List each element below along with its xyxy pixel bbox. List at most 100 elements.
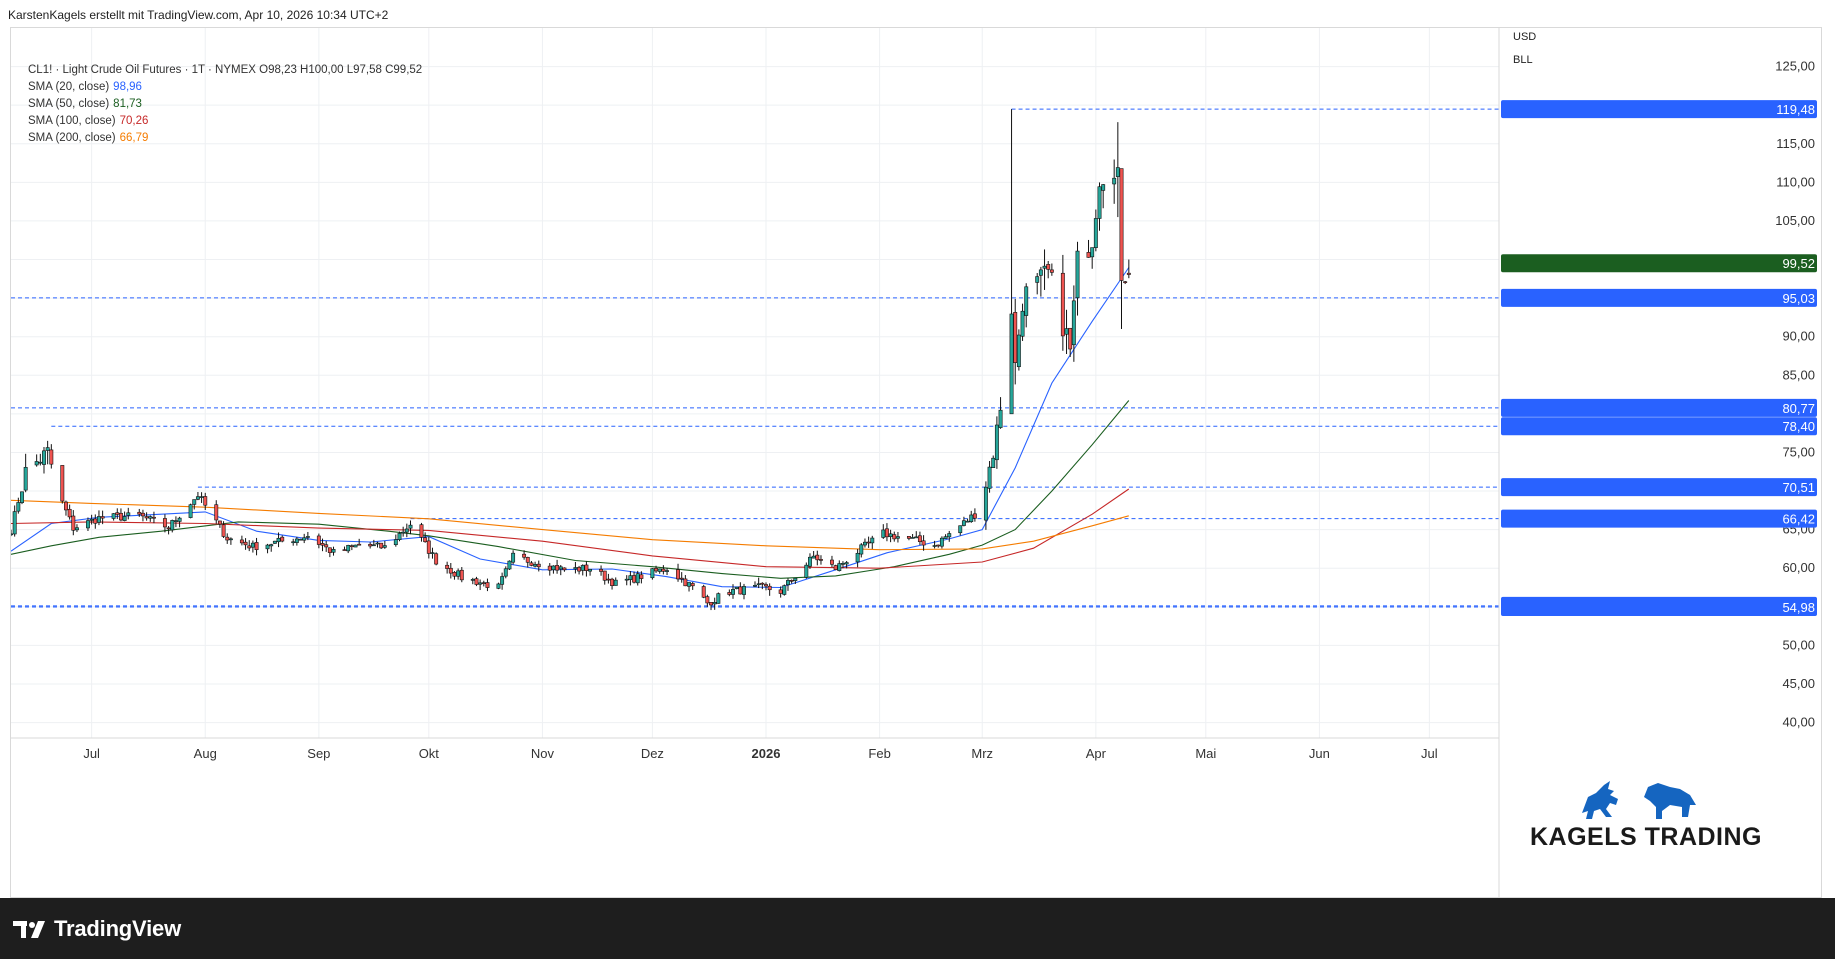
candle[interactable] xyxy=(624,575,629,586)
candle[interactable] xyxy=(1049,263,1054,276)
candle[interactable] xyxy=(522,550,527,560)
candle[interactable] xyxy=(1126,259,1131,279)
candle[interactable] xyxy=(60,465,65,504)
candle[interactable] xyxy=(452,571,457,580)
candle[interactable] xyxy=(327,547,332,558)
candle[interactable] xyxy=(346,544,351,554)
candle[interactable] xyxy=(280,535,285,543)
candle[interactable] xyxy=(225,533,230,544)
candle[interactable] xyxy=(734,586,739,590)
candle[interactable] xyxy=(650,568,655,580)
candle[interactable] xyxy=(474,576,479,587)
candle[interactable] xyxy=(998,397,1003,429)
candle[interactable] xyxy=(961,516,966,527)
candle[interactable] xyxy=(716,592,721,604)
candle[interactable] xyxy=(166,526,171,535)
candle[interactable] xyxy=(804,562,809,579)
candle[interactable] xyxy=(456,568,461,580)
candle[interactable] xyxy=(34,454,39,467)
candle[interactable] xyxy=(690,581,695,590)
candle[interactable] xyxy=(969,510,974,523)
candle[interactable] xyxy=(687,582,691,592)
candle[interactable] xyxy=(64,500,68,516)
candle[interactable] xyxy=(217,520,222,528)
candle[interactable] xyxy=(580,564,585,576)
candle[interactable] xyxy=(588,568,593,576)
candle[interactable] xyxy=(932,540,937,549)
candle[interactable] xyxy=(764,582,768,591)
last-price-label[interactable]: 99,52 xyxy=(1782,256,1815,271)
candle[interactable] xyxy=(983,481,988,530)
level-price-label[interactable]: 78,40 xyxy=(1782,419,1815,434)
candle[interactable] xyxy=(247,540,252,552)
candle[interactable] xyxy=(38,453,43,466)
candle[interactable] xyxy=(1020,303,1025,341)
candle[interactable] xyxy=(910,534,915,539)
candle[interactable] xyxy=(1064,309,1069,354)
candle[interactable] xyxy=(302,533,307,544)
candle[interactable] xyxy=(855,549,860,568)
candle[interactable] xyxy=(525,556,530,568)
candle[interactable] xyxy=(1086,239,1091,258)
candle[interactable] xyxy=(45,440,50,465)
candle[interactable] xyxy=(503,566,508,579)
candle[interactable] xyxy=(529,560,534,567)
candle[interactable] xyxy=(357,538,362,546)
candle[interactable] xyxy=(833,564,838,571)
candle[interactable] xyxy=(639,571,644,584)
candle[interactable] xyxy=(144,512,149,521)
candle[interactable] xyxy=(778,586,783,598)
candle[interactable] xyxy=(276,532,281,548)
candle[interactable] xyxy=(137,508,142,517)
candle[interactable] xyxy=(661,565,666,575)
candle[interactable] xyxy=(294,536,299,546)
candle[interactable] xyxy=(426,536,431,559)
candle[interactable] xyxy=(496,582,501,590)
candle[interactable] xyxy=(75,524,79,533)
indicator-sma100[interactable]: SMA (100, close) 70,26 xyxy=(28,113,422,130)
candle[interactable] xyxy=(170,519,175,533)
candle[interactable] xyxy=(921,535,926,551)
candle[interactable] xyxy=(606,573,611,584)
candle[interactable] xyxy=(507,560,512,570)
candle[interactable] xyxy=(459,567,464,583)
candle[interactable] xyxy=(115,508,120,519)
tradingview-logo[interactable]: TradingView xyxy=(12,916,181,942)
candle[interactable] xyxy=(71,510,76,536)
candle[interactable] xyxy=(892,531,897,542)
candle[interactable] xyxy=(148,515,153,522)
level-price-label[interactable]: 54,98 xyxy=(1782,600,1815,615)
candle[interactable] xyxy=(753,581,757,587)
candle[interactable] xyxy=(808,553,812,569)
candle[interactable] xyxy=(342,546,347,551)
candle[interactable] xyxy=(291,538,296,546)
candle[interactable] xyxy=(500,572,505,590)
candle[interactable] xyxy=(958,525,963,536)
candle[interactable] xyxy=(1075,241,1080,316)
candle[interactable] xyxy=(1068,327,1073,357)
candle[interactable] xyxy=(195,492,200,501)
candle[interactable] xyxy=(610,577,615,590)
candle[interactable] xyxy=(1016,329,1021,371)
candle[interactable] xyxy=(1093,209,1098,252)
candle[interactable] xyxy=(408,520,413,535)
candle[interactable] xyxy=(434,552,439,566)
candle[interactable] xyxy=(939,536,944,549)
candle[interactable] xyxy=(547,563,552,576)
candle[interactable] xyxy=(430,547,435,559)
candle[interactable] xyxy=(250,540,255,553)
candle[interactable] xyxy=(731,584,735,599)
price-chart[interactable]: USDBLL40,0045,0050,0060,0065,0075,0085,0… xyxy=(11,28,1821,897)
candle[interactable] xyxy=(1071,285,1076,362)
unit-label[interactable]: BLL xyxy=(1513,54,1533,66)
candle[interactable] xyxy=(11,529,13,537)
candle[interactable] xyxy=(173,516,178,528)
candle[interactable] xyxy=(316,533,321,549)
candle[interactable] xyxy=(965,518,970,523)
candle[interactable] xyxy=(782,584,787,596)
candle[interactable] xyxy=(214,500,219,524)
candle[interactable] xyxy=(844,560,849,569)
candle[interactable] xyxy=(767,583,772,596)
candle[interactable] xyxy=(228,537,233,545)
candle[interactable] xyxy=(188,503,193,519)
